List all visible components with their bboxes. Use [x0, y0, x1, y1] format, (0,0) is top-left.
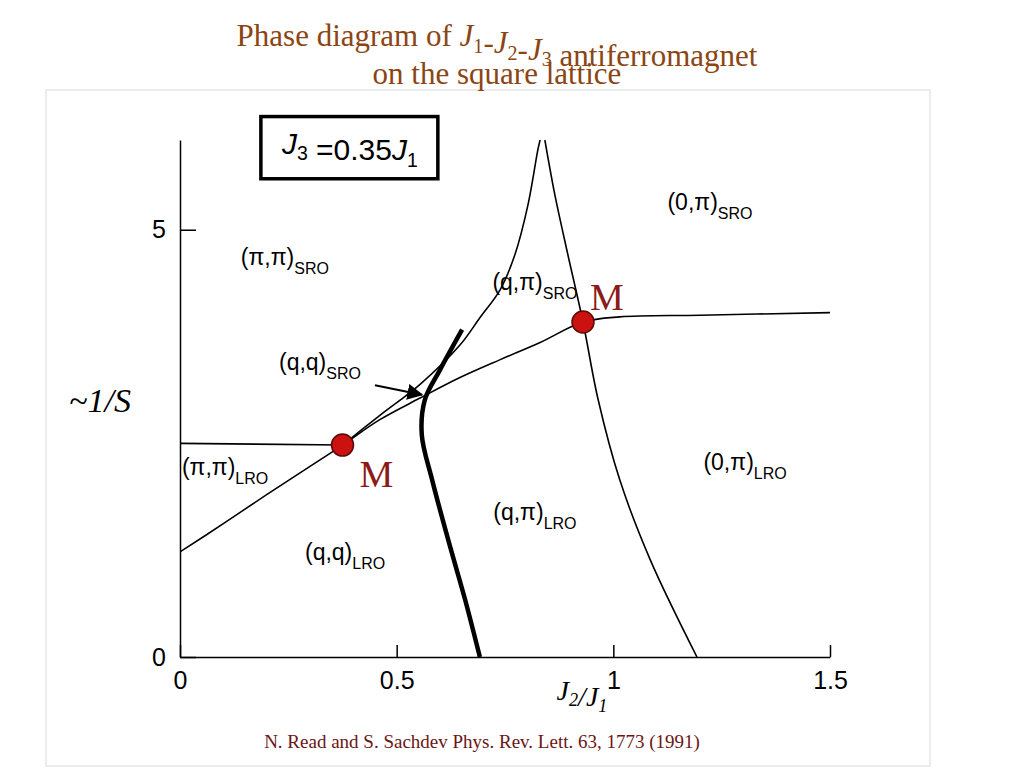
- region-label: (q,π)LRO: [493, 499, 576, 532]
- region-order: LRO: [235, 470, 268, 487]
- region-name: (0,π): [703, 449, 753, 475]
- x-axis-line: [181, 657, 831, 659]
- x-axis-title: J2/J1: [557, 675, 608, 716]
- x-tick-mark: [613, 645, 615, 657]
- x-tick: 0.5: [380, 645, 415, 694]
- phase-boundary: [545, 140, 697, 657]
- x-tick-label: 1.5: [813, 666, 848, 694]
- region-order: LRO: [544, 515, 577, 532]
- y-tick-mark: [180, 229, 196, 231]
- region-name: (q,q): [279, 349, 326, 375]
- parameter-label: J3 =0.35J1: [281, 127, 418, 171]
- figure-frame: [46, 90, 930, 766]
- x-tick-mark: [830, 645, 832, 657]
- region-name: (q,q): [305, 539, 352, 565]
- phase-boundary: [180, 313, 830, 552]
- region-label: (q,q)LRO: [305, 539, 385, 572]
- region-name: (π,π): [241, 244, 294, 270]
- y-tick-mark: [180, 657, 196, 659]
- region-order: SRO: [718, 205, 753, 222]
- region-order: SRO: [543, 285, 578, 302]
- x-tick: 1.5: [813, 645, 848, 694]
- parameter-box: [261, 117, 438, 179]
- region-label: (0,π)LRO: [703, 449, 786, 482]
- phase-boundary: [421, 330, 479, 657]
- region-label: (q,q)SRO: [279, 349, 361, 382]
- x-axis: 0 0.5 1 1.5: [174, 645, 848, 694]
- region-label: (q,π)SRO: [492, 269, 577, 302]
- region-label: (π,π)SRO: [241, 244, 329, 277]
- region-order: SRO: [326, 365, 361, 382]
- x-tick-mark: [396, 645, 398, 657]
- region-arrow: [375, 385, 422, 394]
- y-axis-title: ~1/S: [69, 382, 131, 419]
- region-label: (π,π)LRO: [182, 454, 268, 487]
- y-tick-label: 5: [152, 215, 166, 243]
- plot-area: [180, 140, 830, 657]
- x-tick-label: 0: [174, 666, 188, 694]
- region-name: (0,π): [667, 189, 717, 215]
- multicritical-point: [332, 434, 354, 456]
- region-name: (q,π): [493, 499, 543, 525]
- y-tick: 5: [152, 215, 196, 243]
- region-name: (q,π): [492, 269, 542, 295]
- region-order: SRO: [294, 260, 329, 277]
- phase-boundary: [180, 443, 343, 445]
- point-label: M: [360, 453, 394, 495]
- region-order: LRO: [352, 555, 385, 572]
- point-label: M: [590, 276, 624, 318]
- y-axis: 05: [152, 141, 196, 671]
- title: on the square lattice: [373, 56, 622, 91]
- y-tick-label: 0: [152, 643, 166, 671]
- region-name: (π,π): [182, 454, 235, 480]
- x-tick-label: 1: [607, 666, 621, 694]
- source: N. Read and S. Sachdev Phys. Rev. Lett. …: [264, 731, 700, 753]
- chart: Phase diagram of J1-J2-J3 antiferromagne…: [0, 0, 1024, 768]
- y-axis-line: [180, 141, 182, 658]
- x-tick: 1: [607, 645, 621, 694]
- annotations: MM(π,π)SRO(0,π)SRO(q,π)SRO(q,q)SRO(π,π)L…: [182, 117, 787, 572]
- region-order: LRO: [754, 465, 787, 482]
- region-label: (0,π)SRO: [667, 189, 752, 222]
- y-tick: 0: [152, 643, 196, 671]
- x-tick-label: 0.5: [380, 666, 415, 694]
